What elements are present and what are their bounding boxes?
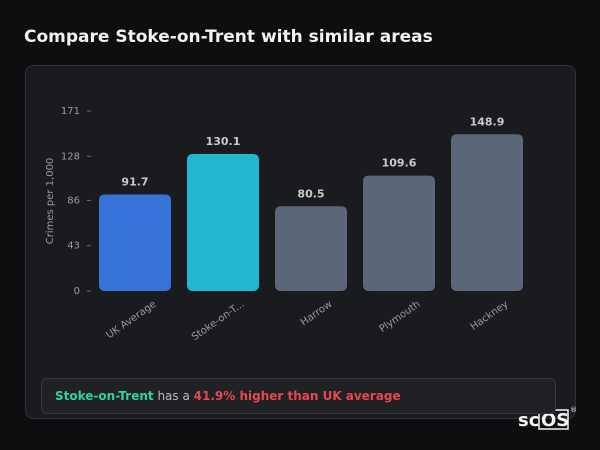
value-label: 109.6 (382, 157, 417, 170)
value-label: 148.9 (470, 115, 505, 128)
bar (275, 206, 347, 291)
bar (99, 194, 171, 291)
bar (451, 134, 523, 291)
logo-left: sc (518, 410, 539, 431)
logo-mark: ® (570, 406, 577, 414)
logo-right: OS (541, 410, 569, 431)
y-tick-label: 86 (67, 195, 80, 206)
bar (363, 175, 435, 291)
y-axis-label: Crimes per 1,000 (45, 158, 56, 245)
summary: Stoke-on-Trent has a 41.9% higher than U… (41, 378, 556, 414)
page-title: Compare Stoke-on-Trent with similar area… (24, 27, 433, 47)
y-tick-label: 43 (67, 241, 80, 252)
value-label: 91.7 (121, 175, 148, 188)
summary-area: Stoke-on-Trent (55, 389, 154, 403)
bar (187, 154, 259, 291)
value-label: 130.1 (206, 135, 241, 148)
y-tick-label: 128 (61, 151, 80, 162)
y-tick-label: 171 (61, 106, 80, 117)
summary-text: has a (157, 389, 190, 403)
value-label: 80.5 (297, 187, 324, 200)
y-tick-label: 0 (74, 286, 80, 297)
summary-comparison: 41.9% higher than UK average (193, 389, 401, 403)
